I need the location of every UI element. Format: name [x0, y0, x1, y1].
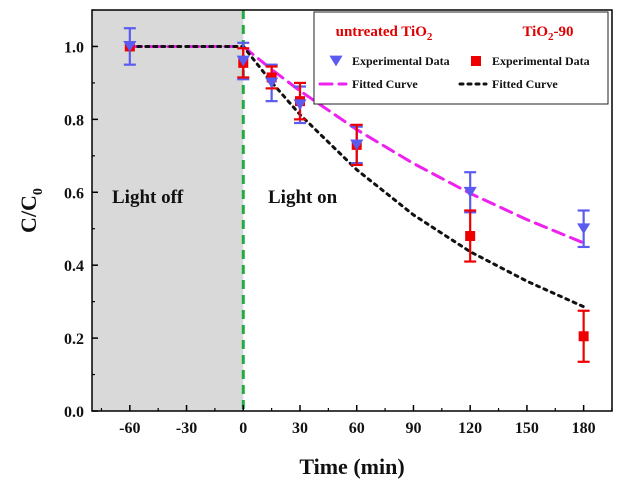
- x-tick-label: -30: [176, 420, 197, 437]
- legend-title-sub: 2: [427, 31, 433, 43]
- legend-marker-label-0: Experimental Data: [352, 54, 450, 68]
- y-axis-title-main: C/C: [16, 195, 41, 233]
- light-on-label: Light on: [268, 187, 338, 208]
- legend-box: [313, 11, 609, 105]
- y-tick-label: 1.0: [64, 39, 84, 56]
- x-tick-label: 150: [515, 420, 539, 437]
- legend-line-label-1: Fitted Curve: [492, 77, 558, 91]
- y-tick-label: 0.6: [64, 185, 84, 202]
- axis-layer: [91, 9, 613, 412]
- data-point-0-5: [463, 186, 477, 198]
- light-off-label: Light off: [112, 187, 184, 208]
- data-point-0-0: [123, 41, 137, 52]
- data-point-0-3: [293, 99, 307, 111]
- legend-title-tail: -90: [554, 24, 574, 40]
- x-tick-label: 120: [458, 420, 482, 437]
- x-tick-label: 90: [405, 420, 421, 437]
- x-tick-label: -60: [119, 420, 140, 437]
- marker-layer: [123, 41, 591, 342]
- shade-layer: [92, 10, 245, 411]
- legend-marker-0: [329, 55, 343, 67]
- fit-curve-1: [128, 45, 586, 309]
- dark-region-shade: [92, 10, 244, 411]
- data-point-1-2: [266, 72, 277, 83]
- legend-marker-1: [471, 56, 481, 66]
- data-point-0-4: [350, 139, 364, 151]
- legend-line-label-0: Fitted Curve: [352, 77, 418, 91]
- y-tick-label: 0.8: [64, 112, 84, 129]
- legend-title-main: untreated TiO: [336, 24, 427, 40]
- legend-title-1: TiO2-90: [522, 24, 573, 43]
- legend-title-0: untreated TiO2: [336, 24, 433, 43]
- plot-frame: [91, 9, 613, 412]
- legend-marker-label-1: Experimental Data: [492, 54, 590, 68]
- y-tick-label: 0.2: [64, 331, 84, 348]
- y-axis-title: C/C0: [16, 188, 46, 233]
- x-tick-label: 30: [292, 420, 308, 437]
- data-point-1-6: [578, 331, 589, 342]
- data-point-0-6: [577, 223, 591, 235]
- x-axis-title: Time (min): [299, 454, 404, 479]
- data-point-0-1: [236, 55, 250, 67]
- y-axis-title-sub: 0: [31, 188, 46, 195]
- legend-title-sub: 2: [548, 31, 554, 43]
- legend-title-main: TiO: [522, 24, 548, 40]
- x-tick-label: 0: [239, 420, 247, 437]
- data-point-0-2: [265, 77, 279, 89]
- label-layer: -60 -30 0 30 60 90 120 150 180 0.0 0.2 0.4 0.6 0.8 1.0…: [16, 39, 596, 479]
- x-tick-label: 180: [572, 420, 596, 437]
- y-tick-label: 0.0: [64, 404, 84, 421]
- y-tick-label: 0.4: [64, 258, 84, 275]
- x-tick-label: 60: [349, 420, 365, 437]
- data-point-1-5: [465, 231, 476, 242]
